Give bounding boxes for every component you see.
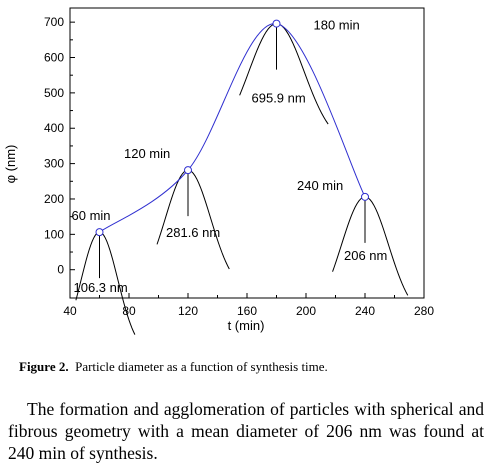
y-tick-label: 400 — [44, 121, 64, 135]
data-point — [95, 228, 104, 237]
body-paragraph: The formation and agglomeration of parti… — [8, 399, 484, 463]
data-point — [361, 192, 369, 201]
annotation-label: 240 min — [297, 178, 343, 193]
annotation-label: 180 min — [314, 18, 360, 33]
annotation-label: 281.6 nm — [166, 225, 220, 240]
y-tick-label: 600 — [44, 51, 64, 65]
annotation-label: 695.9 nm — [252, 91, 306, 106]
x-tick-label: 160 — [237, 304, 257, 318]
series-line — [99, 23, 366, 233]
x-tick-label: 40 — [63, 304, 77, 318]
peak-curve — [156, 169, 230, 270]
x-tick-label: 240 — [355, 304, 375, 318]
caption-label: Figure 2. — [19, 359, 69, 374]
y-axis-title: φ (nm) — [3, 145, 18, 184]
axes: 40 80 120 160 200 240 280 0 100 200 300 400 500 600 70… — [44, 7, 434, 318]
caption-text: Particle diameter as a function of synth… — [75, 359, 328, 374]
x-tick-label: 80 — [122, 304, 136, 318]
peak-curve — [239, 23, 329, 125]
annotation-label: 120 min — [124, 146, 170, 161]
x-tick-label: 200 — [296, 304, 316, 318]
data-point — [272, 19, 281, 28]
annotations: 60 min 106.3 nm 120 min 281.6 nm 180 min 695.… — [72, 18, 388, 296]
series-group — [95, 19, 369, 279]
x-tick-label: 120 — [178, 304, 198, 318]
y-tick-label: 100 — [44, 227, 64, 241]
x-tick-label: 280 — [414, 304, 434, 318]
y-tick-label: 700 — [44, 15, 64, 29]
peak-curve — [332, 196, 409, 296]
annotation-label: 60 min — [72, 208, 111, 223]
x-axis-title: t (min) — [228, 318, 265, 333]
y-tick-label: 200 — [44, 192, 64, 206]
y-tick-label: 300 — [44, 157, 64, 171]
data-point — [184, 166, 192, 175]
peak-curve — [75, 231, 136, 335]
chart: 40 80 120 160 200 240 280 0 100 200 300 400 500 600 70… — [3, 7, 434, 335]
figure-caption: Figure 2. Particle diameter as a functio… — [19, 359, 479, 375]
y-tick-label: 500 — [44, 86, 64, 100]
annotation-label: 106.3 nm — [74, 280, 128, 295]
annotation-label: 206 nm — [344, 248, 387, 263]
y-tick-label: 0 — [57, 263, 64, 277]
peak-curves — [75, 23, 409, 335]
